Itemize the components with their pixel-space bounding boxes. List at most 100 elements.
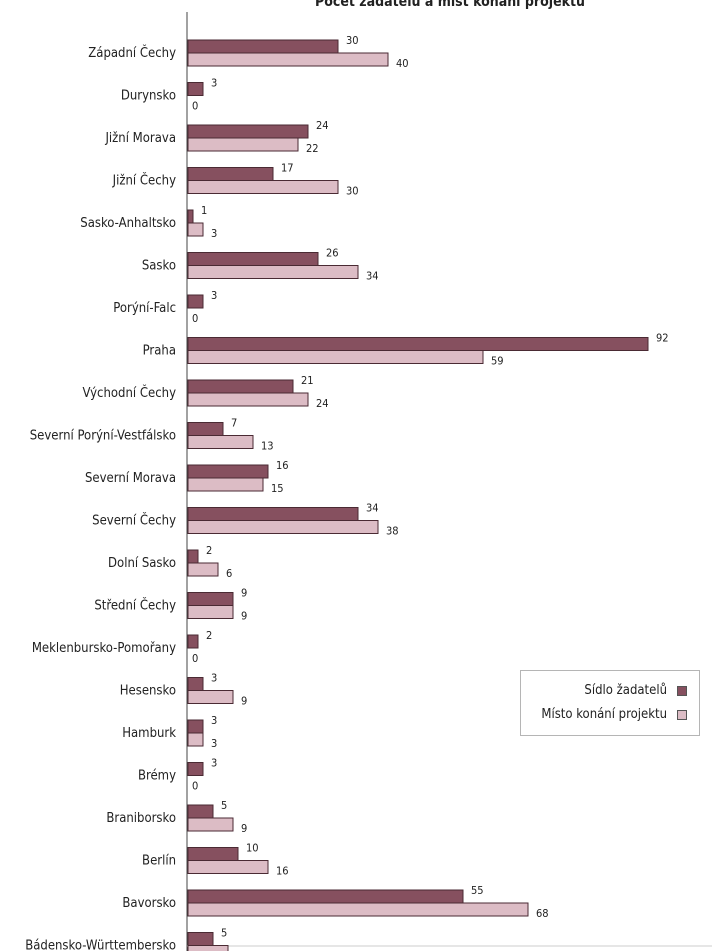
bar-venue xyxy=(187,817,234,832)
bar-applicants xyxy=(187,167,274,181)
value-label-applicants: 3 xyxy=(211,289,217,302)
value-label-venue: 8 xyxy=(236,950,242,951)
value-label-applicants: 3 xyxy=(211,714,217,727)
value-label-applicants: 9 xyxy=(241,587,247,600)
value-label-applicants: 16 xyxy=(276,459,289,472)
value-label-venue: 34 xyxy=(366,270,379,283)
value-label-applicants: 34 xyxy=(366,502,379,515)
category-label: Východní Čechy xyxy=(82,385,176,401)
value-label-venue: 24 xyxy=(316,397,329,410)
category-label: Západní Čechy xyxy=(88,45,176,61)
value-label-applicants: 1 xyxy=(201,204,207,217)
value-label-applicants: 10 xyxy=(246,842,259,855)
category-label: Praha xyxy=(143,344,176,359)
value-label-applicants: 3 xyxy=(211,77,217,90)
bar-venue xyxy=(187,137,299,152)
bar-applicants xyxy=(187,634,199,649)
category-label: Meklenbursko-Pomořany xyxy=(32,641,176,656)
bar-applicants xyxy=(187,39,339,54)
value-label-applicants: 7 xyxy=(231,417,237,430)
category-label: Severní Porýní-Vestfálsko xyxy=(30,429,176,444)
value-label-venue: 9 xyxy=(241,610,247,623)
value-label-venue: 3 xyxy=(211,737,217,750)
category-label: Bavorsko xyxy=(122,896,176,911)
legend-swatch-applicants xyxy=(677,685,687,696)
category-label: Brémy xyxy=(138,769,176,784)
value-label-venue: 3 xyxy=(211,227,217,240)
bar-applicants xyxy=(187,847,239,861)
value-label-venue: 13 xyxy=(261,440,274,453)
bar-venue xyxy=(187,180,339,194)
value-label-applicants: 2 xyxy=(206,544,212,557)
legend: Sídlo žadatelů Místo konání projektu xyxy=(520,670,700,736)
value-label-venue: 38 xyxy=(386,525,399,538)
bar-venue xyxy=(187,605,234,619)
bar-applicants xyxy=(187,507,359,521)
bar-applicants xyxy=(187,549,199,564)
bar-venue xyxy=(187,690,234,704)
bar-applicants xyxy=(187,464,269,479)
bar-venue xyxy=(187,945,229,951)
category-label: Berlín xyxy=(142,854,176,869)
value-label-venue: 6 xyxy=(226,567,232,580)
category-label: Sasko xyxy=(142,259,176,274)
bar-venue xyxy=(187,860,269,874)
value-label-applicants: 55 xyxy=(471,884,484,897)
bar-applicants xyxy=(187,124,309,139)
bar-venue xyxy=(187,222,204,237)
bar-venue xyxy=(187,392,309,407)
value-label-venue: 59 xyxy=(491,355,504,368)
category-label: Bádensko-Württembersko xyxy=(25,939,176,951)
bar-applicants xyxy=(187,762,204,776)
legend-label-venue: Místo konání projektu xyxy=(541,707,667,722)
bar-venue xyxy=(187,562,219,577)
value-label-venue: 16 xyxy=(276,865,289,878)
legend-swatch-venue xyxy=(677,709,687,720)
value-label-applicants: 5 xyxy=(221,927,227,940)
category-label: Porýní-Falc xyxy=(113,301,176,316)
category-label: Hamburk xyxy=(122,726,176,741)
category-label: Braniborsko xyxy=(106,811,176,826)
value-label-venue: 15 xyxy=(271,482,284,495)
bar-applicants xyxy=(187,209,194,224)
value-label-applicants: 30 xyxy=(346,34,359,47)
value-label-applicants: 3 xyxy=(211,672,217,685)
value-label-applicants: 5 xyxy=(221,799,227,812)
legend-item-venue: Místo konání projektu xyxy=(541,707,687,722)
category-label: Jižní Čechy xyxy=(112,173,176,189)
bar-applicants xyxy=(187,422,224,436)
bar-applicants xyxy=(187,677,204,691)
value-label-applicants: 24 xyxy=(316,119,329,132)
value-label-venue: 68 xyxy=(536,907,549,920)
bar-venue xyxy=(187,265,359,279)
bar-applicants xyxy=(187,379,294,394)
value-label-applicants: 17 xyxy=(281,162,294,175)
bar-applicants xyxy=(187,337,649,351)
value-label-applicants: 3 xyxy=(211,757,217,770)
bar-venue xyxy=(187,435,254,449)
bar-applicants xyxy=(187,719,204,734)
value-label-applicants: 92 xyxy=(656,332,669,345)
value-label-venue: 40 xyxy=(396,57,409,70)
bar-venue xyxy=(187,477,264,492)
value-label-applicants: 26 xyxy=(326,247,339,260)
category-label: Severní Čechy xyxy=(92,513,176,529)
category-label: Durynsko xyxy=(121,89,176,104)
category-label: Hesensko xyxy=(120,684,176,699)
value-label-applicants: 21 xyxy=(301,374,314,387)
category-label: Střední Čechy xyxy=(94,598,176,614)
bar-venue xyxy=(187,350,484,364)
bar-applicants xyxy=(187,82,204,96)
category-label: Jižní Morava xyxy=(104,131,176,146)
value-label-venue: 0 xyxy=(192,780,198,793)
bar-venue xyxy=(187,520,379,534)
chart-title: Počet žadatelů a míst konání projektů xyxy=(315,0,585,10)
legend-label-applicants: Sídlo žadatelů xyxy=(584,683,667,698)
bar-applicants xyxy=(187,804,214,819)
category-label: Severní Morava xyxy=(85,471,176,486)
value-label-venue: 30 xyxy=(346,185,359,198)
legend-item-applicants: Sídlo žadatelů xyxy=(584,683,687,698)
bar-applicants xyxy=(187,592,234,606)
